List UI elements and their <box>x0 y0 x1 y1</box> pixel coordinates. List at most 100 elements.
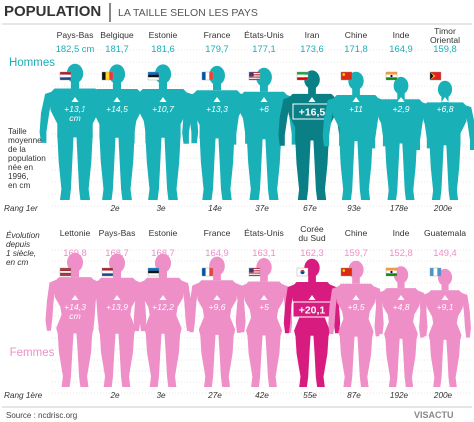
series-label: Femmes <box>10 347 55 359</box>
head-shape <box>437 80 453 98</box>
evolution-axis-label: Évolution depuis 1 siècle, en cm <box>6 230 40 267</box>
left-leg-shape <box>339 138 355 200</box>
netherlands-flag <box>101 267 114 277</box>
left-arm-shape <box>322 97 336 147</box>
neck-shape <box>397 282 405 289</box>
brand-logo: VISACTU <box>414 410 454 420</box>
country-name: États-Unis <box>244 228 284 238</box>
evolution-arrow <box>308 97 316 102</box>
left-arm-shape <box>127 91 142 144</box>
head-shape <box>209 65 225 86</box>
country-name: Pays-Bas <box>57 30 94 40</box>
neck-shape <box>70 81 80 89</box>
left-leg-shape <box>385 141 400 200</box>
country-name: Pays-Bas <box>99 228 136 238</box>
evolution-value: +10,7 <box>152 104 175 114</box>
usa-flag <box>248 71 261 81</box>
right-leg-shape <box>402 336 417 387</box>
country-name: Chine <box>345 228 368 238</box>
country-name: Estonie <box>149 30 178 40</box>
rank-value: 93e <box>347 204 361 213</box>
right-leg-shape <box>76 134 93 200</box>
guatemala-flag <box>429 267 442 277</box>
height-label-line: en cm <box>8 181 30 190</box>
torso-shape <box>137 89 189 138</box>
left-arm-shape <box>133 280 145 332</box>
neck-shape <box>71 270 79 278</box>
height-label-line: population <box>8 154 46 163</box>
right-leg-shape <box>265 136 282 200</box>
country-name: Estonie <box>149 228 178 238</box>
torso-shape <box>95 277 139 334</box>
height-axis-label: Taille moyenne de la population née en 1996, e… <box>8 127 46 190</box>
right-leg-shape <box>218 332 234 387</box>
left-arm-shape <box>419 292 429 338</box>
evolution-arrow <box>441 295 449 300</box>
left-leg-shape <box>385 336 400 387</box>
timor-flag <box>429 71 442 81</box>
men-panel: Hommes Rang 1er Pays-Bas 182,5 cm +13,1cm Bel… <box>4 26 474 213</box>
china-flag <box>340 267 353 277</box>
right-leg-shape <box>402 141 417 200</box>
left-leg-shape <box>429 337 444 387</box>
height-label-line: née en <box>8 163 33 172</box>
country-name: États-Unis <box>244 30 284 40</box>
neck-shape <box>308 87 316 94</box>
neck-shape <box>260 85 268 92</box>
left-leg-shape <box>247 332 263 387</box>
neck-shape <box>113 271 121 278</box>
right-leg-shape <box>313 137 329 200</box>
evolution-value: +16,5 <box>299 107 326 119</box>
right-leg-shape <box>265 332 281 387</box>
evolution-arrow <box>397 97 405 102</box>
evolution-value: +2,9 <box>393 104 410 114</box>
country-name: Timor <box>434 26 456 36</box>
torso-shape <box>53 277 97 334</box>
neck-shape <box>397 93 405 100</box>
rank-value: 178e <box>390 204 409 213</box>
country-figure: Iran 173,6 +16,5 67e <box>278 30 346 213</box>
rank-value: 192e <box>390 391 409 400</box>
country-figure: Guatemala 149,4 +9,1 200e <box>419 228 471 400</box>
left-arm-shape <box>369 101 382 149</box>
rank-value: 14e <box>208 204 222 213</box>
evolution-arrow <box>308 295 316 300</box>
country-figure: Chine 171,8 +11 93e <box>322 30 390 213</box>
neck-shape <box>213 273 221 281</box>
evolution-value: +20,1 <box>299 305 326 317</box>
rank-value: 200e <box>433 204 453 213</box>
india-flag <box>385 71 398 81</box>
left-leg-shape <box>429 142 444 200</box>
rank-value: 37e <box>255 204 269 213</box>
torso-shape <box>381 288 421 339</box>
rank-value: 67e <box>303 204 317 213</box>
torso-shape <box>238 91 290 140</box>
evolution-unit: cm <box>69 113 80 123</box>
rank-value: 42e <box>255 391 269 400</box>
country-figure: États-Unis 163,1 +5 42e <box>235 228 293 400</box>
rank-value: 87e <box>347 391 361 400</box>
evolution-arrow <box>159 97 167 102</box>
evolution-value: +9,6 <box>209 302 226 312</box>
left-leg-shape <box>199 135 216 200</box>
right-leg-shape <box>118 135 135 200</box>
evolution-value: +4,8 <box>393 302 410 312</box>
left-leg-shape <box>246 136 263 200</box>
estonia-flag <box>147 267 160 277</box>
evolution-label-line: 1 siècle, <box>6 249 36 258</box>
evolution-unit: cm <box>69 311 80 321</box>
evolution-arrow <box>213 295 221 300</box>
france-flag <box>201 71 214 81</box>
torso-shape <box>426 290 464 340</box>
evolution-label-line: depuis <box>6 240 30 249</box>
left-leg-shape <box>99 331 116 387</box>
evolution-value: +5 <box>259 302 269 312</box>
height-label-line: moyenne <box>8 136 42 145</box>
left-arm-shape <box>235 284 246 333</box>
right-leg-shape <box>357 334 373 387</box>
right-arm-shape <box>464 104 474 150</box>
country-name: Lettonie <box>60 228 91 238</box>
evolution-value: +13,1 <box>64 104 86 114</box>
